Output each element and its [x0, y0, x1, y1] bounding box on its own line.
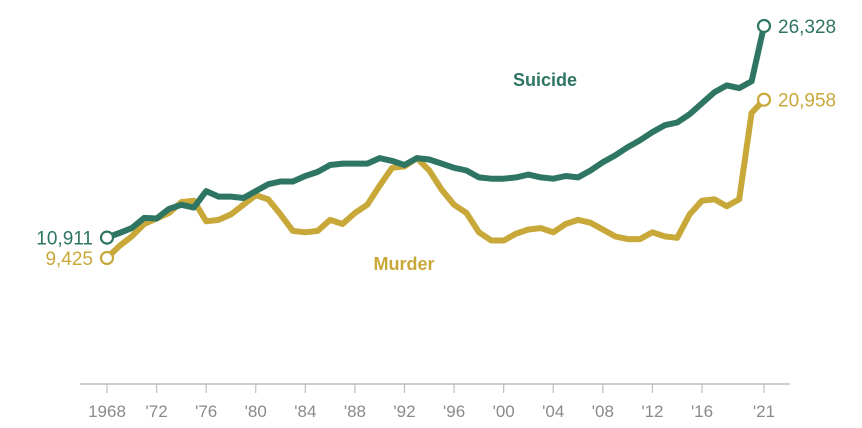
start-value-label-murder: 9,425 [45, 249, 93, 270]
end-value-label-murder: 20,958 [778, 91, 836, 112]
x-tick-label: '21 [753, 402, 775, 421]
x-tick-label: '76 [195, 402, 217, 421]
x-tick-label: '96 [443, 402, 465, 421]
x-tick-label: '08 [592, 402, 614, 421]
x-tick-label: '72 [146, 402, 168, 421]
end-point-marker-suicide [756, 18, 772, 34]
x-tick-label: '12 [641, 402, 663, 421]
start-point-marker-suicide [99, 230, 115, 245]
series-line-suicide [104, 23, 767, 241]
series-name-label-suicide: Suicide [513, 70, 577, 90]
series-name-label-murder: Murder [373, 254, 434, 274]
x-tick-label: 1968 [88, 402, 126, 421]
start-point-marker-murder [99, 250, 115, 266]
end-point-marker-murder [756, 92, 772, 107]
x-tick-label: '92 [393, 402, 415, 421]
x-tick-label: '16 [691, 402, 713, 421]
x-tick-label: '88 [344, 402, 366, 421]
start-value-label-suicide: 10,911 [36, 229, 93, 250]
x-tick-label: '00 [493, 402, 515, 421]
end-value-label-suicide: 26,328 [778, 17, 836, 38]
x-tick-label: '80 [245, 402, 267, 421]
x-tick-label: '04 [542, 402, 564, 421]
series-labels: 10,911 26,328 9,425 20,958 Suicide Murder [36, 17, 836, 274]
x-axis-ticks: 1968 '72 '76 '80 '84 '88 '92 '96 '00 '04 '08 '12 '16… [88, 384, 775, 421]
series-lines [104, 23, 767, 261]
series-line-murder [104, 96, 767, 261]
x-tick-label: '84 [294, 402, 316, 421]
